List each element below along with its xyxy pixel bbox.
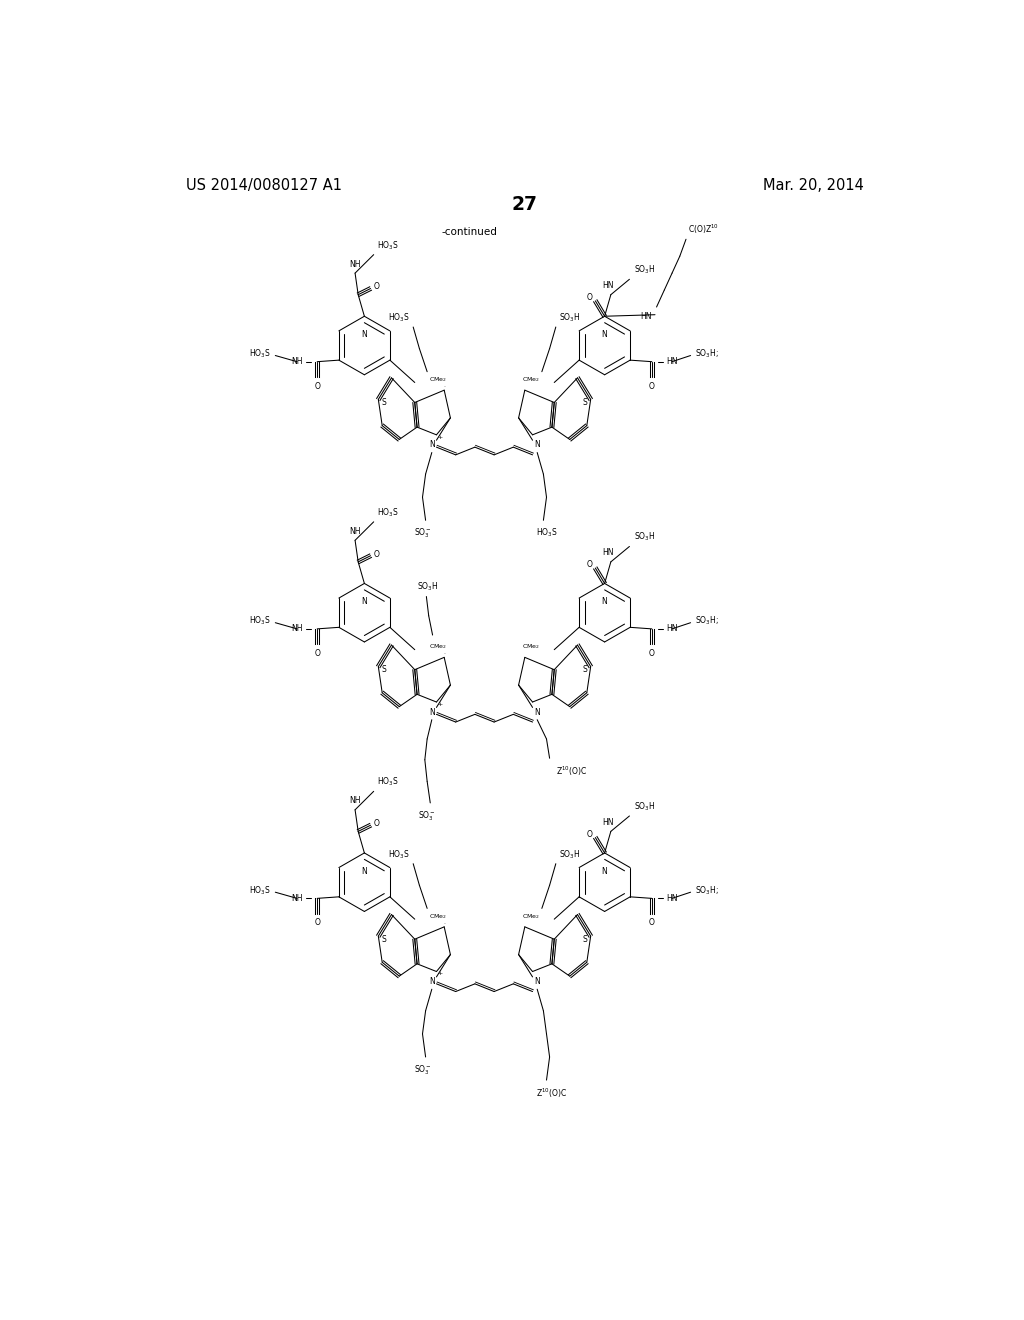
Text: HN: HN <box>640 312 652 321</box>
Text: SO$_3$H: SO$_3$H <box>417 581 438 594</box>
Text: O: O <box>587 561 592 569</box>
Text: S: S <box>381 665 386 675</box>
Text: NH: NH <box>292 894 303 903</box>
Text: HO$_3$S: HO$_3$S <box>249 615 270 627</box>
Text: NH: NH <box>349 527 360 536</box>
Text: 27: 27 <box>512 195 538 214</box>
Text: SO$_3^-$: SO$_3^-$ <box>414 527 431 540</box>
Text: SO$_3$H;: SO$_3$H; <box>695 884 719 896</box>
Text: N: N <box>429 708 434 717</box>
Text: +: + <box>437 702 442 706</box>
Text: N: N <box>361 330 368 339</box>
Text: S: S <box>381 935 386 944</box>
Text: HN: HN <box>602 818 613 826</box>
Text: HO$_3$S: HO$_3$S <box>536 527 557 539</box>
Text: SO$_3$H: SO$_3$H <box>559 849 581 861</box>
Text: US 2014/0080127 A1: US 2014/0080127 A1 <box>186 178 342 193</box>
Text: O: O <box>587 293 592 302</box>
Text: N: N <box>535 441 540 449</box>
Text: SO$_3$H;: SO$_3$H; <box>695 347 719 360</box>
Text: HO$_3$S: HO$_3$S <box>388 312 410 323</box>
Text: SO$_3$H: SO$_3$H <box>634 531 655 544</box>
Text: +: + <box>437 434 442 440</box>
Text: O: O <box>649 919 654 928</box>
Text: S: S <box>381 399 386 407</box>
Text: C(O)Z$^{10}$: C(O)Z$^{10}$ <box>687 223 719 236</box>
Text: CMe$_2$: CMe$_2$ <box>429 912 447 921</box>
Text: Mar. 20, 2014: Mar. 20, 2014 <box>763 178 864 193</box>
Text: Z$^{10}$(O)C: Z$^{10}$(O)C <box>536 1086 566 1100</box>
Text: N: N <box>602 867 607 875</box>
Text: O: O <box>314 381 321 391</box>
Text: O: O <box>374 282 380 292</box>
Text: CMe$_2$: CMe$_2$ <box>522 375 540 384</box>
Text: HN: HN <box>666 358 677 366</box>
Text: N: N <box>429 441 434 449</box>
Text: O: O <box>314 919 321 928</box>
Text: O: O <box>374 820 380 828</box>
Text: HO$_3$S: HO$_3$S <box>377 507 398 519</box>
Text: HN: HN <box>666 894 677 903</box>
Text: SO$_3^-$: SO$_3^-$ <box>414 1063 431 1077</box>
Text: CMe$_2$: CMe$_2$ <box>429 643 447 651</box>
Text: $\mathsf{\bar{\ }}$: $\mathsf{\bar{\ }}$ <box>444 652 447 656</box>
Text: NH: NH <box>349 796 360 805</box>
Text: -continued: -continued <box>441 227 497 238</box>
Text: O: O <box>649 649 654 657</box>
Text: HN: HN <box>666 624 677 634</box>
Text: S: S <box>583 399 588 407</box>
Text: $\mathsf{\bar{\ }}$: $\mathsf{\bar{\ }}$ <box>444 385 447 389</box>
Text: NH: NH <box>292 358 303 366</box>
Text: N: N <box>429 977 434 986</box>
Text: HO$_3$S: HO$_3$S <box>388 849 410 861</box>
Text: N: N <box>602 597 607 606</box>
Text: HO$_3$S: HO$_3$S <box>377 239 398 252</box>
Text: O: O <box>374 549 380 558</box>
Text: HO$_3$S: HO$_3$S <box>249 884 270 896</box>
Text: O: O <box>649 381 654 391</box>
Text: SO$_3$H: SO$_3$H <box>634 264 655 276</box>
Text: +: + <box>437 972 442 977</box>
Text: SO$_3$H: SO$_3$H <box>634 800 655 813</box>
Text: O: O <box>314 649 321 657</box>
Text: SO$_3$H: SO$_3$H <box>559 312 581 323</box>
Text: SO$_3^-$: SO$_3^-$ <box>418 809 436 822</box>
Text: $\mathsf{\bar{\ }}$: $\mathsf{\bar{\ }}$ <box>444 921 447 925</box>
Text: CMe$_2$: CMe$_2$ <box>522 912 540 921</box>
Text: Z$^{10}$(O)C: Z$^{10}$(O)C <box>556 764 587 777</box>
Text: N: N <box>535 708 540 717</box>
Text: S: S <box>583 665 588 675</box>
Text: CMe$_2$: CMe$_2$ <box>522 643 540 651</box>
Text: S: S <box>583 935 588 944</box>
Text: N: N <box>602 330 607 339</box>
Text: SO$_3$H;: SO$_3$H; <box>695 615 719 627</box>
Text: CMe$_2$: CMe$_2$ <box>429 375 447 384</box>
Text: HN: HN <box>602 548 613 557</box>
Text: N: N <box>535 977 540 986</box>
Text: NH: NH <box>292 624 303 634</box>
Text: N: N <box>361 867 368 875</box>
Text: HN: HN <box>602 281 613 290</box>
Text: N: N <box>361 597 368 606</box>
Text: HO$_3$S: HO$_3$S <box>377 776 398 788</box>
Text: HO$_3$S: HO$_3$S <box>249 347 270 360</box>
Text: NH: NH <box>349 260 360 268</box>
Text: O: O <box>587 830 592 840</box>
